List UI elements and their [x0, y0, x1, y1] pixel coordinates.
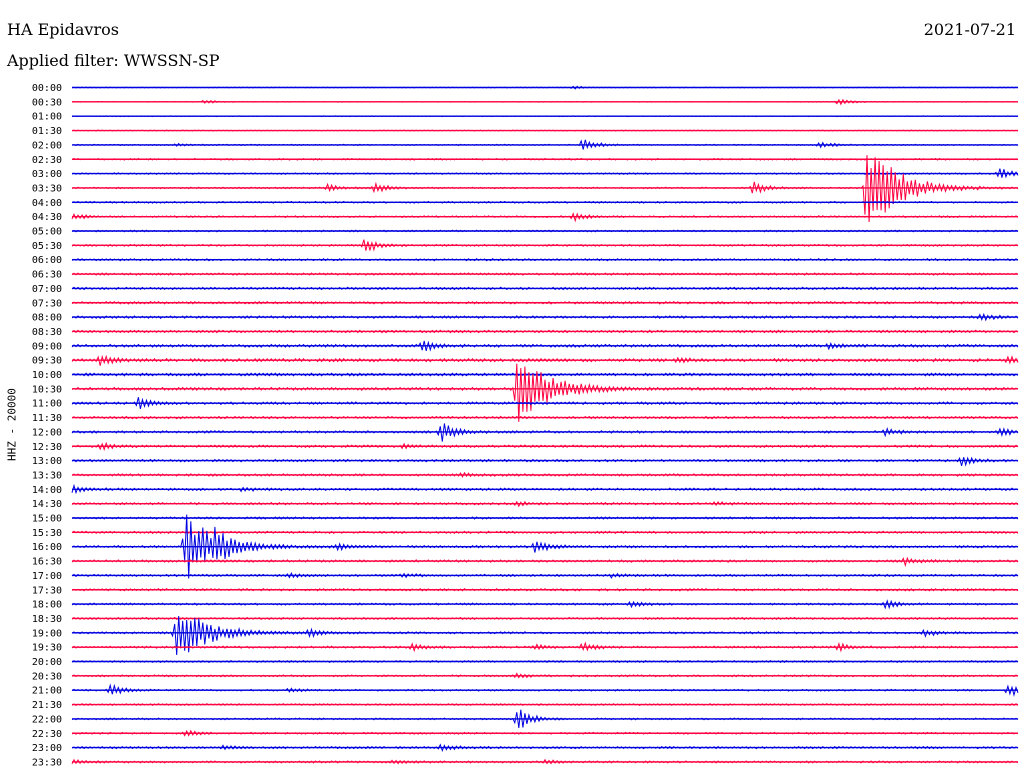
trace-group	[71, 85, 1019, 765]
row-time-label: 17:30	[32, 585, 62, 596]
row-time-label: 18:30	[32, 614, 62, 625]
row-time-label: 15:30	[32, 528, 62, 539]
row-time-label: 18:00	[32, 600, 62, 611]
row-time-label: 22:00	[32, 714, 62, 725]
row-time-label: 02:30	[32, 155, 62, 166]
row-time-label: 12:00	[32, 427, 62, 438]
row-time-label: 09:00	[32, 341, 62, 352]
seismogram-trace	[71, 456, 1019, 467]
seismogram-trace	[71, 363, 1019, 422]
row-time-label: 11:30	[32, 413, 62, 424]
station-name: HA Epidavros	[7, 20, 119, 39]
row-time-label: 14:00	[32, 485, 62, 496]
row-time-label: 04:30	[32, 212, 62, 223]
row-time-label: 21:00	[32, 686, 62, 697]
row-time-label: 23:00	[32, 743, 62, 754]
row-time-label: 00:00	[32, 83, 62, 94]
row-time-label: 15:00	[32, 514, 62, 525]
row-time-label: 00:30	[32, 97, 62, 108]
row-time-label: 08:30	[32, 327, 62, 338]
row-time-label: 20:00	[32, 657, 62, 668]
row-time-label: 07:00	[32, 284, 62, 295]
row-time-label: 20:30	[32, 671, 62, 682]
row-time-label: 10:00	[32, 370, 62, 381]
row-time-label: 04:00	[32, 198, 62, 209]
row-time-label: 07:30	[32, 298, 62, 309]
record-date: 2021-07-21	[923, 20, 1016, 39]
row-time-label: 23:30	[32, 757, 62, 768]
row-time-label: 21:30	[32, 700, 62, 711]
row-time-label: 11:00	[32, 399, 62, 410]
row-time-label: 03:00	[32, 169, 62, 180]
row-time-label: 13:00	[32, 456, 62, 467]
row-time-label: 12:30	[32, 442, 62, 453]
seismogram-trace	[71, 354, 1019, 366]
row-time-label: 16:30	[32, 557, 62, 568]
time-labels: 00:00 00:30 01:00 01:30 02:00 02:30 03:00 03:30…	[32, 83, 62, 768]
row-time-label: 16:00	[32, 542, 62, 553]
row-time-label: 05:00	[32, 227, 62, 238]
row-time-label: 08:00	[32, 313, 62, 324]
seismogram-trace	[71, 615, 1019, 656]
row-time-label: 03:30	[32, 183, 62, 194]
row-time-label: 19:00	[32, 628, 62, 639]
row-time-label: 01:30	[32, 126, 62, 137]
row-time-label: 05:30	[32, 241, 62, 252]
row-time-label: 01:00	[32, 112, 62, 123]
row-time-label: 09:30	[32, 356, 62, 367]
row-time-label: 22:30	[32, 729, 62, 740]
row-time-label: 06:00	[32, 255, 62, 266]
row-time-label: 06:30	[32, 270, 62, 281]
row-time-label: 10:30	[32, 384, 62, 395]
row-time-label: 19:30	[32, 643, 62, 654]
filter-label: Applied filter: WWSSN-SP	[7, 51, 220, 70]
row-time-label: 17:00	[32, 571, 62, 582]
row-time-label: 13:30	[32, 470, 62, 481]
row-time-label: 14:30	[32, 499, 62, 510]
row-time-label: 02:00	[32, 140, 62, 151]
